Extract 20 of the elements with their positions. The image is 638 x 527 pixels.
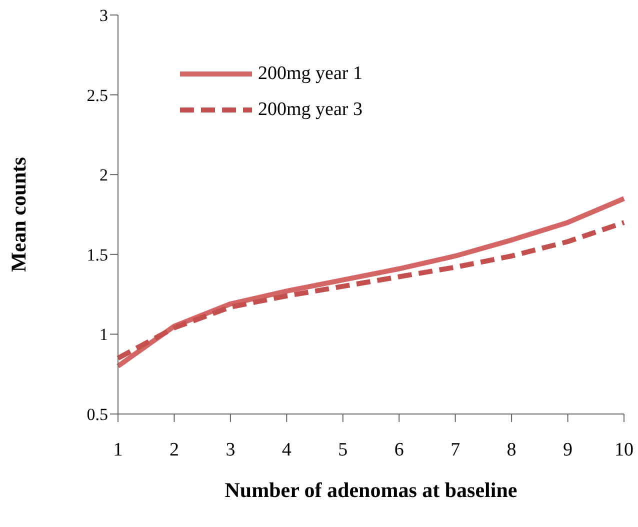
y-tick-label: 2 [100, 166, 108, 185]
x-tick-label: 3 [226, 439, 236, 460]
y-tick-label: 3 [100, 6, 108, 26]
x-tick-label: 6 [394, 439, 404, 460]
y-tick-label: 0.5 [86, 405, 108, 424]
x-tick-label: 8 [506, 439, 516, 460]
x-axis-title: Number of adenomas at baseline [224, 478, 518, 502]
legend-label: 200mg year 1 [258, 63, 362, 85]
x-tick-label: 1 [113, 439, 123, 460]
legend-label: 200mg year 3 [258, 99, 362, 121]
y-tick-label: 1 [100, 325, 108, 344]
x-tick-label: 2 [169, 439, 179, 460]
y-tick-label: 2.5 [86, 86, 108, 105]
y-axis-title: Mean counts [6, 157, 30, 272]
y-tick-label: 1.5 [86, 245, 108, 264]
x-tick-label: 4 [282, 439, 292, 460]
x-tick-label: 5 [338, 439, 348, 460]
x-tick-label: 7 [450, 439, 460, 460]
x-tick-label: 10 [614, 439, 634, 460]
x-tick-label: 9 [563, 439, 573, 460]
